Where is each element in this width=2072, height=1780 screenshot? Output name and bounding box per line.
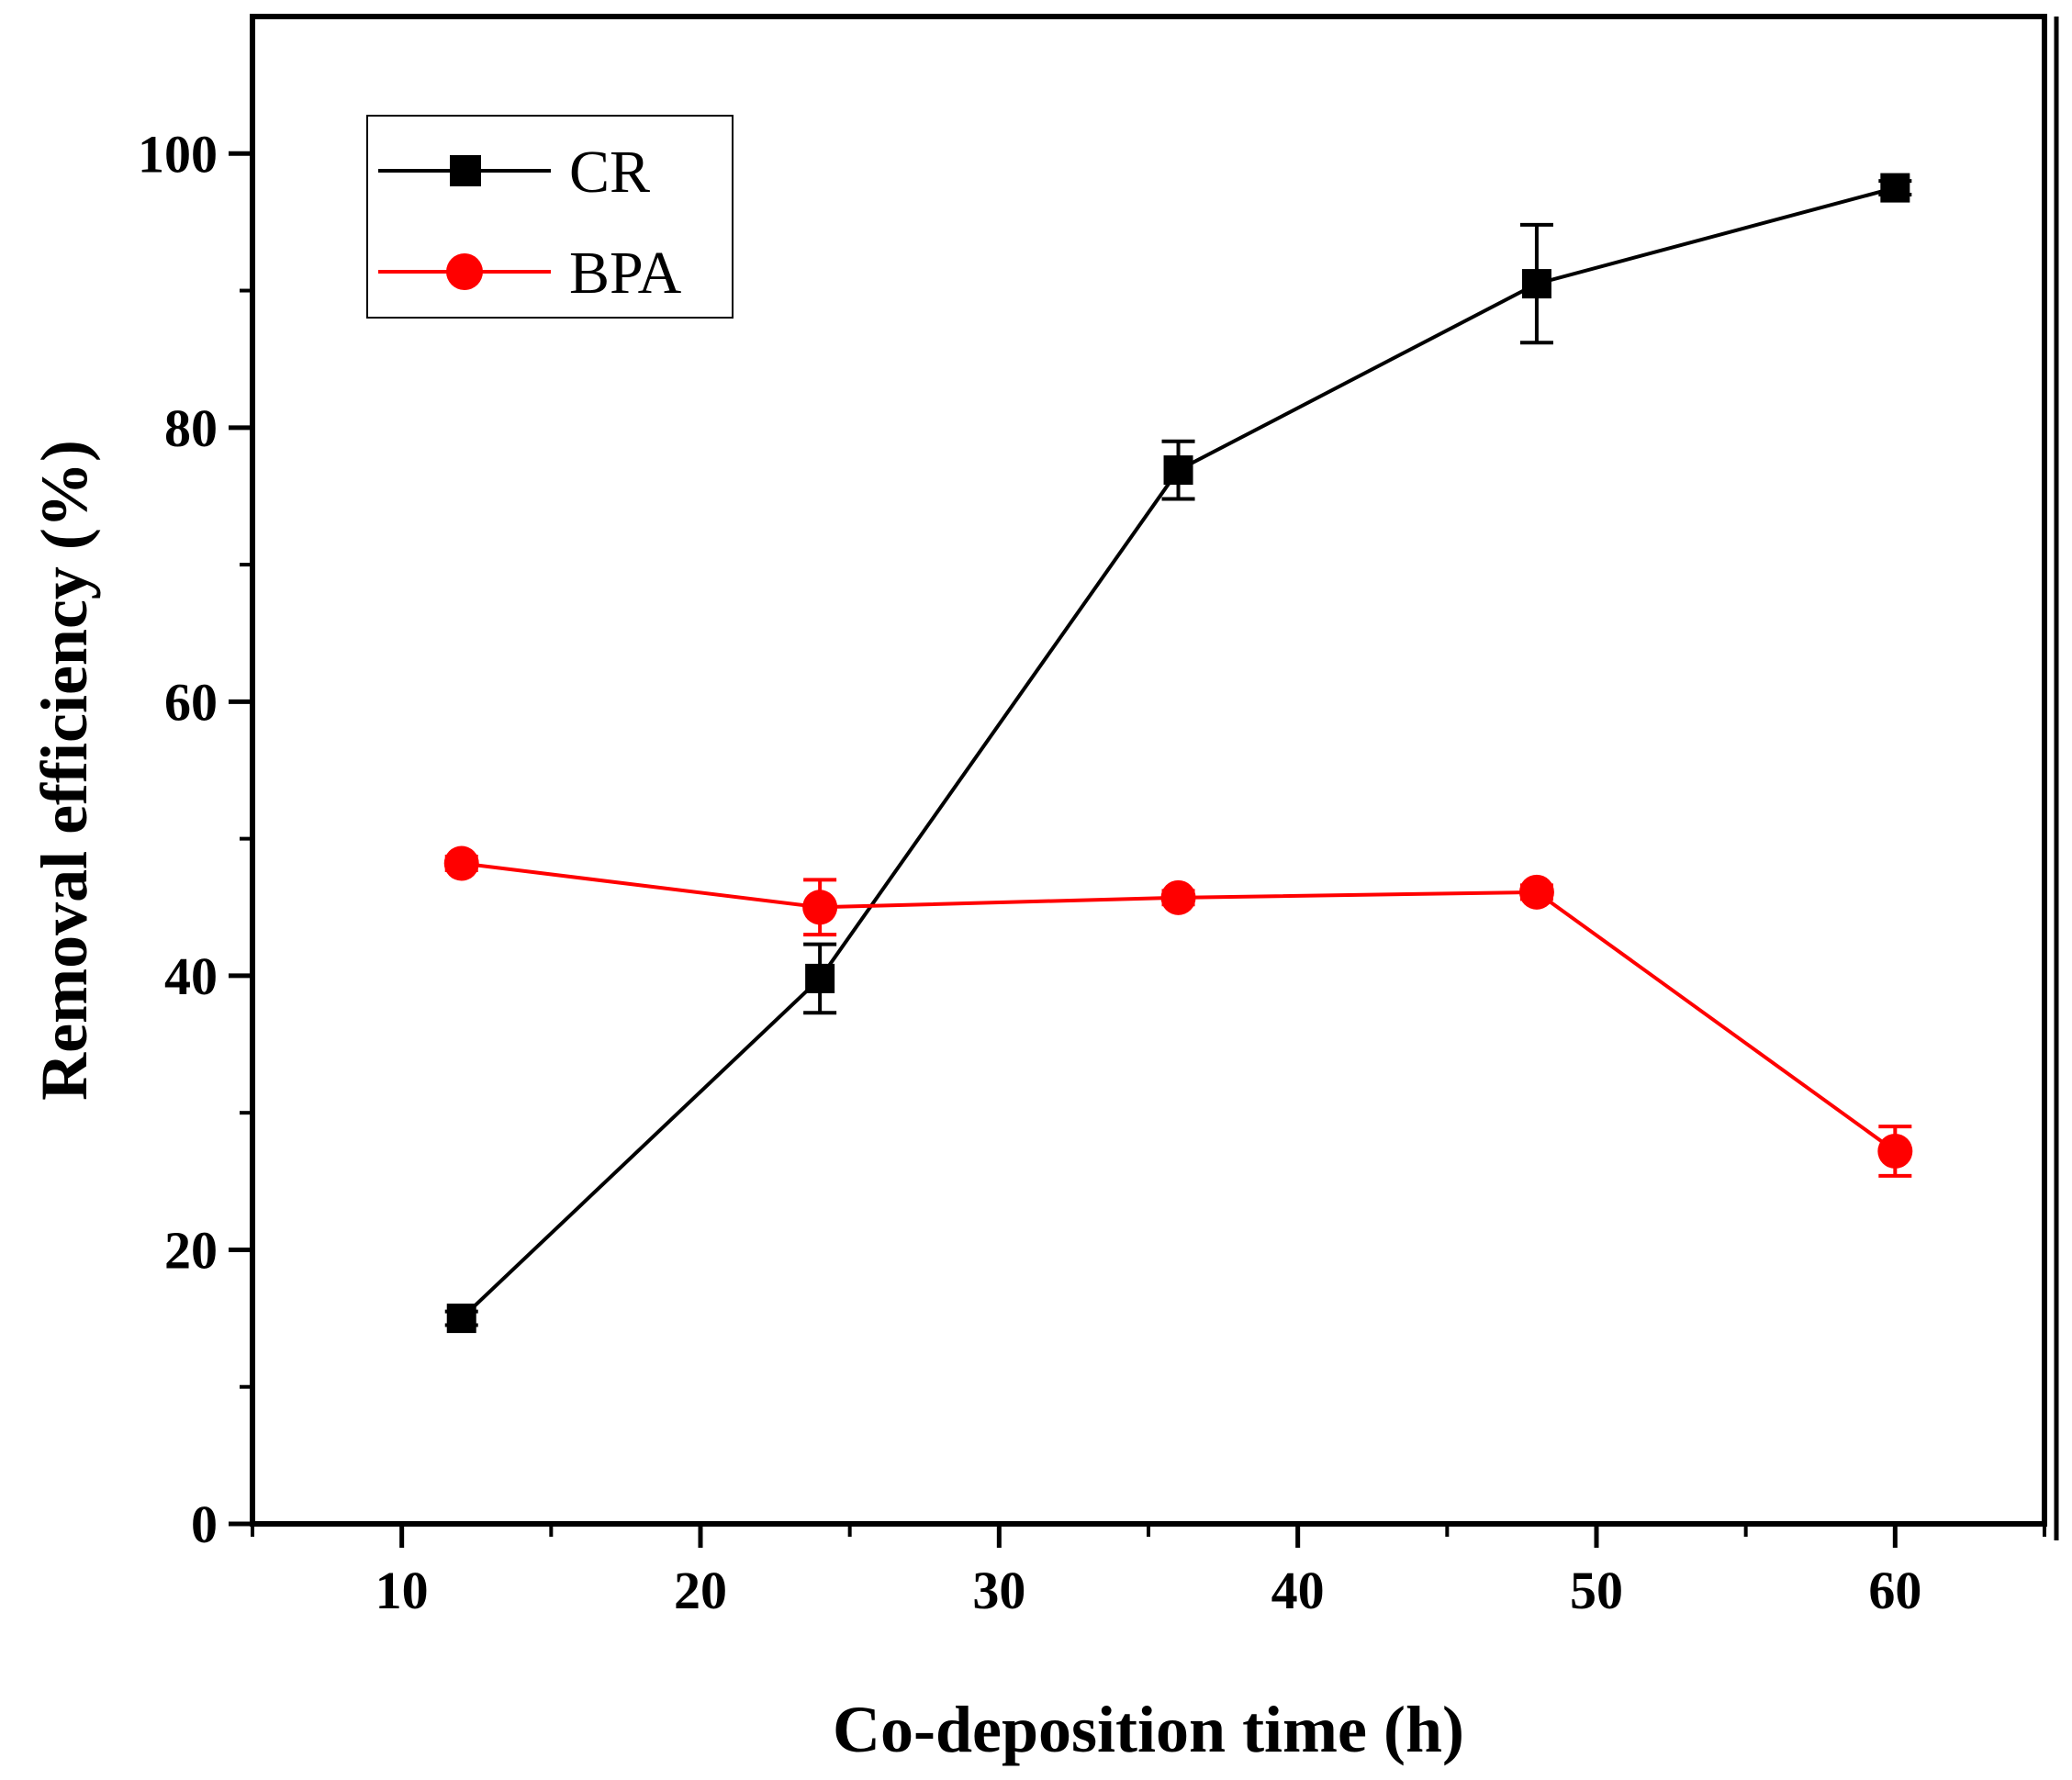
- data-point-cr: [805, 963, 835, 993]
- data-point-bpa: [443, 845, 479, 881]
- x-tick-label: 40: [1271, 1561, 1325, 1620]
- y-axis-title: Removal efficiency (%): [28, 440, 101, 1101]
- y-tick-label: 40: [164, 946, 218, 1006]
- data-point-bpa: [1877, 1133, 1913, 1169]
- y-tick-label: 0: [191, 1495, 218, 1554]
- legend-label-cr: CR: [569, 139, 650, 206]
- legend-entry-cr: CR: [378, 139, 650, 206]
- series-layer: [443, 173, 1913, 1334]
- y-tick-label: 20: [164, 1220, 218, 1280]
- legend-box: [366, 115, 734, 319]
- legend-entry-bpa: BPA: [378, 240, 682, 307]
- x-tick-label: 50: [1570, 1561, 1623, 1620]
- x-tick-label: 60: [1868, 1561, 1921, 1620]
- series-cr: [444, 173, 1912, 1334]
- legend-marker-cr: [450, 155, 481, 186]
- legend-label-bpa: BPA: [569, 240, 682, 307]
- series-bpa: [443, 845, 1913, 1178]
- y-axis-ticks: 0 20 40 60 80 100: [138, 124, 252, 1554]
- legend: CR BPA: [366, 115, 734, 319]
- data-point-cr: [1521, 269, 1551, 299]
- x-axis-title: Co-deposition time (h): [833, 1693, 1464, 1766]
- y-tick-label: 80: [164, 398, 218, 458]
- data-point-cr: [1880, 173, 1910, 203]
- x-tick-label: 10: [375, 1561, 429, 1620]
- y-tick-label: 60: [164, 672, 218, 732]
- data-point-cr: [446, 1304, 476, 1334]
- data-point-bpa: [1518, 874, 1554, 910]
- y-tick-label: 100: [138, 124, 218, 184]
- legend-marker-bpa: [446, 253, 483, 290]
- x-axis-ticks: 10 20 30 40 50 60: [251, 1524, 2046, 1620]
- data-point-cr: [1163, 455, 1193, 486]
- x-tick-label: 20: [674, 1561, 727, 1620]
- x-tick-label: 30: [972, 1561, 1025, 1620]
- data-point-bpa: [802, 890, 838, 925]
- data-point-bpa: [1160, 879, 1196, 915]
